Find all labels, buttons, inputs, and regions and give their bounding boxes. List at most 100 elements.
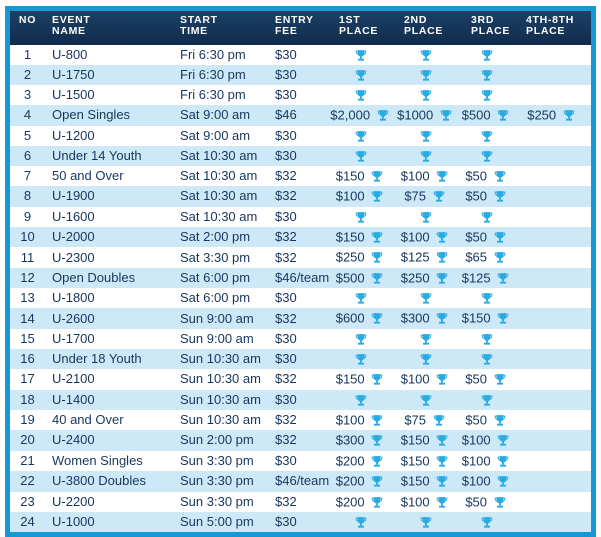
- table-row: 7 50 and Over Sat 10:30 am $32 $150 $100…: [10, 165, 591, 187]
- trophy-icon: [481, 354, 493, 365]
- trophy-icon: [355, 293, 367, 305]
- trophy-icon: [494, 414, 506, 426]
- table-row: 4 Open Singles Sat 9:00 am $46 $2,000 $1…: [10, 105, 591, 126]
- first-place-prize-cell: $150: [330, 165, 395, 187]
- event-name-cell: U-1700: [45, 328, 170, 349]
- second-place-prize-cell: $150: [395, 450, 460, 472]
- table-row: 19 40 and Over Sun 10:30 am $32 $100 $75…: [10, 409, 591, 431]
- second-place-prize-cell: [395, 125, 460, 146]
- second-place-prize-cell: [395, 512, 460, 533]
- prize-amount: $150: [400, 473, 430, 489]
- prize-amount: $300: [335, 432, 365, 448]
- start-time-cell: Fri 6:30 pm: [170, 45, 268, 65]
- fourth-eighth-place-prize-cell: [517, 165, 591, 187]
- prize-amount: $300: [400, 310, 430, 326]
- table-row: 5 U-1200 Sat 9:00 am $30: [10, 125, 591, 146]
- entry-fee-cell: $46: [268, 105, 330, 126]
- header-row: NO EVENT NAME START TIME ENTRY FEE 1ST: [10, 11, 591, 45]
- event-name-cell: Under 14 Youth: [45, 145, 170, 166]
- fourth-eighth-place-prize-cell: [517, 45, 591, 65]
- trophy-icon: [377, 110, 389, 121]
- third-place-prize-cell: [460, 206, 517, 227]
- event-name-cell: U-1900: [45, 186, 170, 207]
- header-line: NO: [18, 14, 37, 26]
- table-row: 23 U-2200 Sun 3:30 pm $32 $200 $100 $50: [10, 491, 591, 513]
- header-line: PLACE: [404, 25, 444, 37]
- header-line: PLACE: [339, 25, 379, 37]
- trophy-icon: [436, 435, 448, 446]
- first-place-prize-cell: $200: [330, 491, 395, 513]
- start-time-cell: Sun 10:30 am: [170, 368, 268, 390]
- trophy-icon: [436, 313, 448, 325]
- header-line: 1ST: [339, 14, 361, 26]
- third-place-prize-cell: $50: [460, 226, 517, 248]
- first-place-prize-cell: [330, 65, 395, 85]
- prize-amount: $100: [400, 168, 430, 184]
- trophy-icon: [497, 273, 509, 284]
- third-place-prize-cell: [460, 85, 517, 105]
- second-place-prize-cell: $75: [395, 409, 460, 431]
- prize-amount: $125: [400, 249, 430, 265]
- prize-amount: $100: [400, 371, 430, 387]
- first-place-prize-cell: $150: [330, 226, 395, 248]
- first-place-prize-cell: $300: [330, 430, 395, 451]
- prize-amount: $100: [461, 453, 491, 469]
- table-body: 1 U-800 Fri 6:30 pm $30 2 U-1750 Fri 6:3…: [10, 45, 591, 533]
- start-time-cell: Sat 10:30 am: [170, 206, 268, 227]
- prize-amount: $600: [335, 310, 365, 326]
- prize-amount: $100: [335, 188, 365, 204]
- trophy-icon: [481, 130, 493, 142]
- first-place-prize-cell: [330, 288, 395, 309]
- event-name-cell: U-800: [45, 45, 170, 65]
- prize-amount: $150: [400, 432, 430, 448]
- prize-amount: $150: [400, 453, 430, 469]
- entry-fee-cell: $30: [268, 45, 330, 65]
- header-line: FEE: [275, 25, 298, 37]
- first-place-prize-cell: $150: [330, 368, 395, 390]
- trophy-icon: [494, 231, 506, 243]
- fourth-eighth-place-prize-cell: [517, 471, 591, 492]
- trophy-icon: [436, 231, 448, 243]
- event-number-cell: 1: [10, 45, 45, 65]
- second-place-prize-cell: $300: [395, 308, 460, 329]
- column-header-start-time: START TIME: [170, 11, 268, 45]
- first-place-prize-cell: $100: [330, 409, 395, 431]
- first-place-prize-cell: $100: [330, 186, 395, 207]
- trophy-icon: [494, 374, 506, 385]
- column-header-event-name: EVENT NAME: [45, 11, 170, 45]
- trophy-icon: [563, 110, 575, 121]
- first-place-prize-cell: [330, 389, 395, 410]
- event-number-cell: 12: [10, 267, 45, 289]
- third-place-prize-cell: $50: [460, 368, 517, 390]
- first-place-prize-cell: $2,000: [330, 105, 395, 126]
- trophy-icon: [494, 170, 506, 182]
- third-place-prize-cell: [460, 125, 517, 146]
- trophy-icon: [436, 170, 448, 182]
- fourth-eighth-place-prize-cell: [517, 186, 591, 207]
- second-place-prize-cell: $1000: [395, 105, 460, 126]
- start-time-cell: Sun 2:00 pm: [170, 430, 268, 451]
- event-name-cell: U-1200: [45, 125, 170, 146]
- table-row: 18 U-1400 Sun 10:30 am $30: [10, 389, 591, 410]
- start-time-cell: Sun 3:30 pm: [170, 471, 268, 492]
- third-place-prize-cell: $100: [460, 471, 517, 492]
- fourth-eighth-place-prize-cell: [517, 328, 591, 349]
- entry-fee-cell: $30: [268, 512, 330, 533]
- event-name-cell: Open Doubles: [45, 267, 170, 289]
- column-header-entry-fee: ENTRY FEE: [268, 11, 330, 45]
- column-header-second-place: 2ND PLACE: [395, 11, 460, 45]
- start-time-cell: Sun 5:00 pm: [170, 512, 268, 533]
- prize-amount: $50: [465, 229, 488, 245]
- prize-amount: $100: [461, 432, 491, 448]
- start-time-cell: Fri 6:30 pm: [170, 85, 268, 105]
- trophy-icon: [481, 90, 493, 101]
- trophy-icon: [420, 130, 432, 142]
- start-time-cell: Sun 10:30 am: [170, 409, 268, 431]
- trophy-icon: [420, 50, 432, 61]
- third-place-prize-cell: [460, 348, 517, 369]
- first-place-prize-cell: $200: [330, 471, 395, 492]
- entry-fee-cell: $46/team: [268, 267, 330, 289]
- event-name-cell: Women Singles: [45, 450, 170, 472]
- prize-amount: $75: [404, 188, 427, 204]
- entry-fee-cell: $32: [268, 186, 330, 207]
